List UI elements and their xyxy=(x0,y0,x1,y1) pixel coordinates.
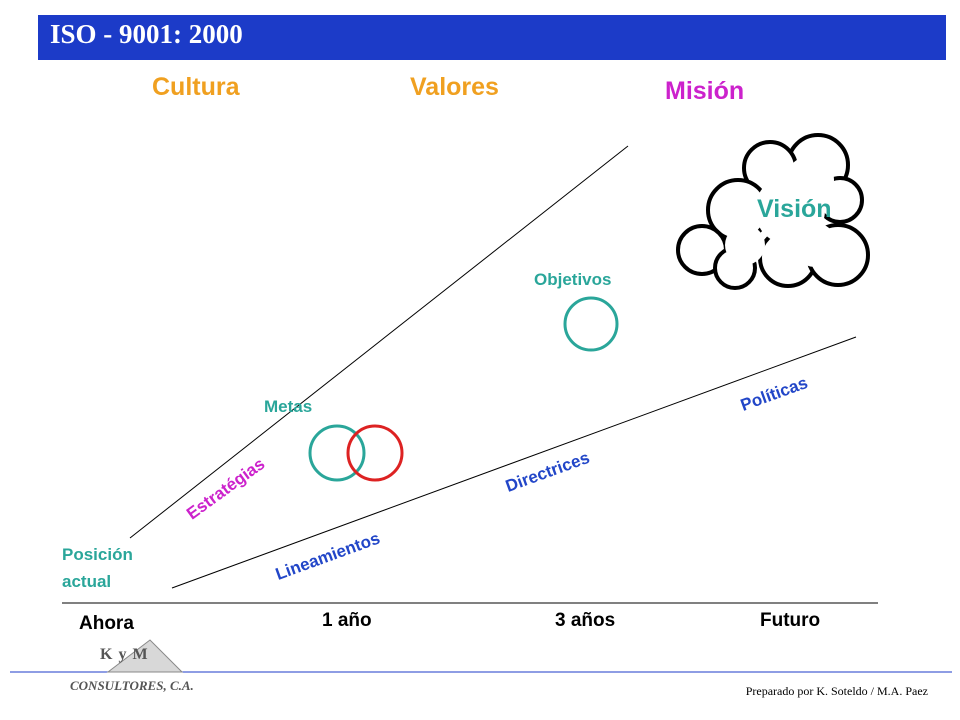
timeline-label-1-ano: 1 año xyxy=(322,610,372,631)
posicion-label-line2: actual xyxy=(62,572,112,591)
timeline-label-3-anos: 3 años xyxy=(555,610,616,631)
logo-name: CONSULTORES, C.A. xyxy=(70,678,194,693)
objetivos-label: Objetivos xyxy=(534,270,612,289)
vision-label: Visión xyxy=(757,195,832,223)
mision-label: Misión xyxy=(665,77,745,105)
metas-label: Metas xyxy=(264,397,313,416)
objetivos-circle xyxy=(563,296,619,352)
timeline-label-futuro: Futuro xyxy=(760,610,821,631)
posicion-label-line1: Posición xyxy=(62,545,133,564)
cultura-label: Cultura xyxy=(152,73,240,101)
upper-funnel-line xyxy=(129,145,629,539)
logo-triangle xyxy=(106,639,184,673)
footer-credit: Preparado por K. Soteldo / M.A. Paez xyxy=(745,684,928,698)
title-bar xyxy=(38,15,946,60)
timeline-label-ahora: Ahora xyxy=(79,613,134,634)
lower-funnel-line xyxy=(171,336,857,589)
vision-cloud xyxy=(676,133,870,290)
logo-mark: K y M xyxy=(100,646,149,663)
valores-label: Valores xyxy=(410,73,499,101)
metas-circle-red xyxy=(346,424,404,482)
page-title: ISO - 9001: 2000 xyxy=(50,19,243,49)
metas-circle-teal xyxy=(308,424,366,482)
